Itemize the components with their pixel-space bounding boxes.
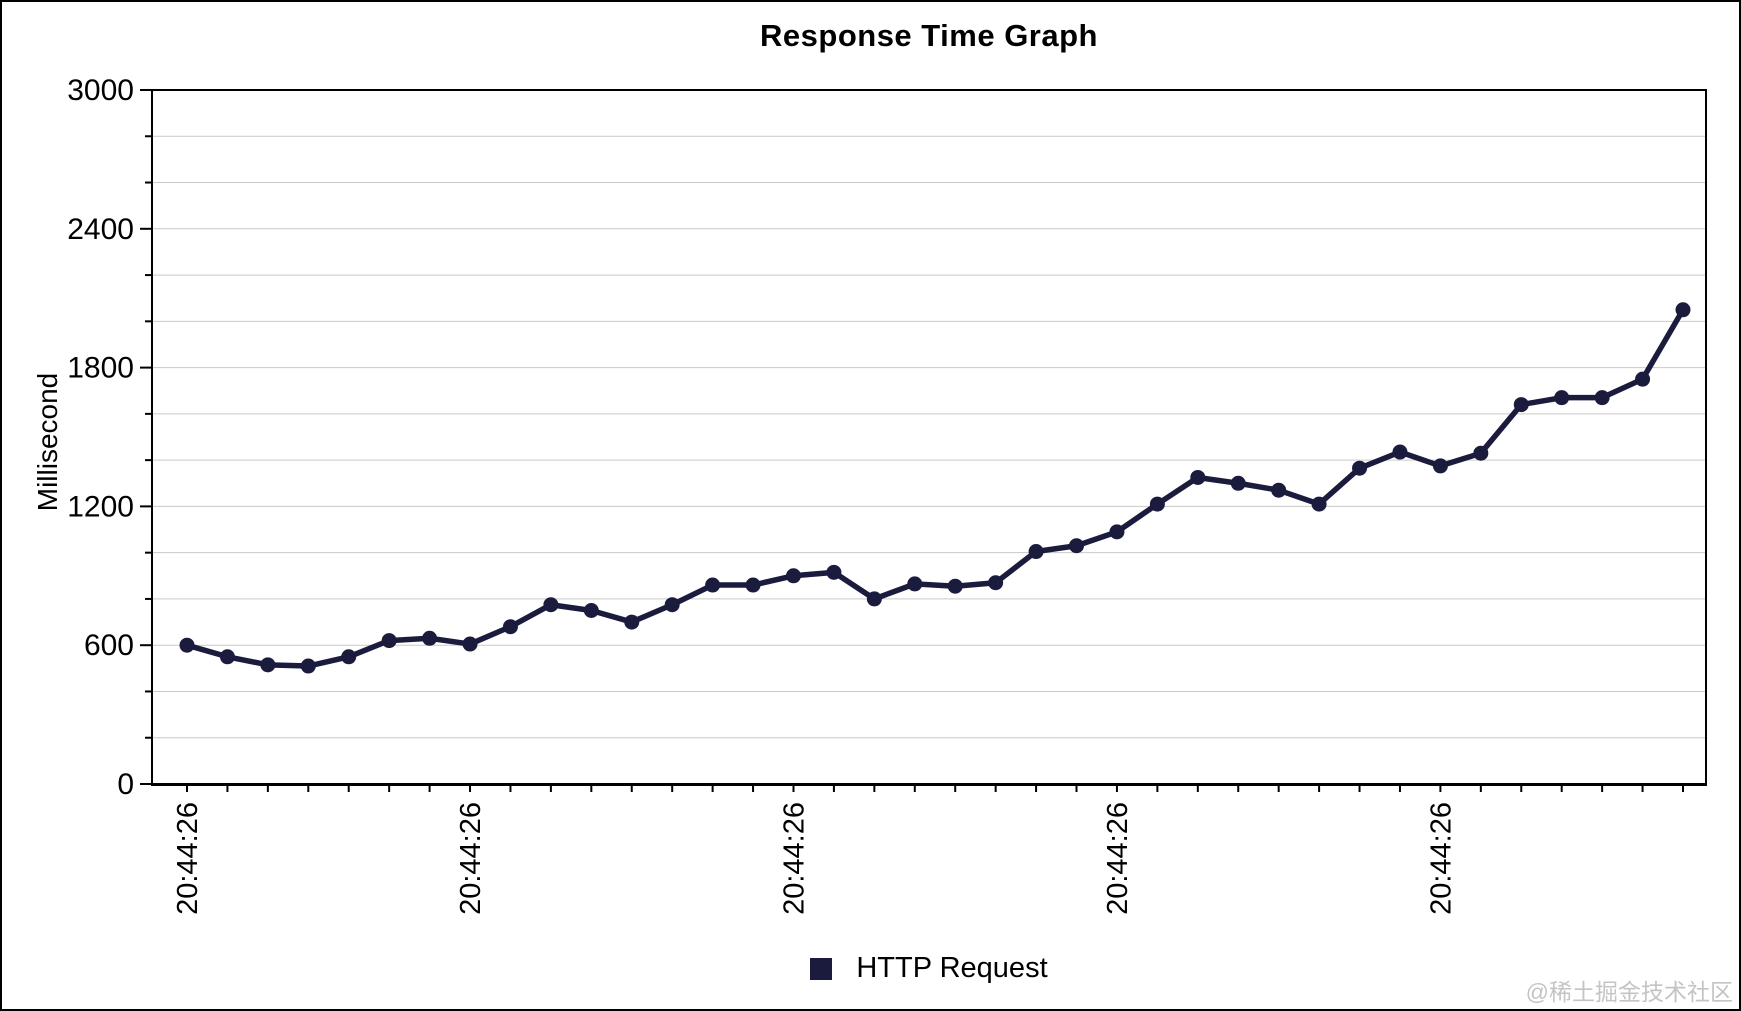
data-point — [624, 614, 640, 630]
plot-border — [151, 89, 1707, 785]
chart-title: Response Time Graph — [760, 18, 1098, 53]
data-point — [745, 577, 761, 593]
data-point — [1311, 496, 1327, 512]
watermark-text: @稀土掘金技术社区 — [1525, 979, 1733, 1005]
y-axis-tick-label: 1800 — [67, 352, 134, 385]
data-point — [1069, 538, 1085, 554]
data-point — [1352, 460, 1368, 476]
y-axis-tick-label: 0 — [117, 768, 134, 801]
data-point — [988, 575, 1004, 591]
x-axis-tick-label: 20:44:26 — [778, 802, 810, 915]
data-point — [502, 619, 518, 635]
data-point — [1594, 390, 1610, 406]
data-point — [1392, 444, 1408, 460]
legend-label: HTTP Request — [856, 952, 1048, 984]
data-point — [219, 649, 235, 665]
data-point — [1149, 496, 1165, 512]
data-point — [1513, 397, 1529, 413]
x-axis-tick-label: 20:44:26 — [172, 802, 204, 915]
data-point — [1635, 371, 1651, 387]
series-line — [184, 307, 1686, 669]
data-point — [1675, 302, 1691, 318]
x-axis-tick-label: 20:44:26 — [455, 802, 487, 915]
legend: HTTP Request — [152, 952, 1706, 985]
data-point — [1432, 458, 1448, 474]
data-point — [1473, 445, 1489, 461]
legend-marker-icon — [810, 957, 833, 980]
data-point — [907, 576, 923, 592]
data-point — [422, 630, 438, 646]
y-axis-tick-label: 3000 — [67, 74, 134, 107]
data-point — [866, 591, 882, 607]
x-axis-tick-label: 20:44:26 — [1425, 802, 1457, 915]
data-point — [705, 577, 721, 593]
data-point — [462, 636, 478, 652]
data-point — [1190, 469, 1206, 485]
data-point — [1109, 524, 1125, 540]
data-point — [341, 649, 357, 665]
data-point — [381, 633, 397, 649]
y-axis-tick-label: 2400 — [67, 213, 134, 246]
data-point — [179, 637, 195, 653]
data-point — [1271, 482, 1287, 498]
data-point — [300, 658, 316, 674]
data-point — [1554, 390, 1570, 406]
data-point — [583, 603, 599, 618]
data-point — [260, 657, 276, 673]
data-point — [947, 578, 963, 594]
x-axis-tick-label: 20:44:26 — [1102, 802, 1134, 915]
data-point — [664, 597, 680, 613]
data-point — [1028, 544, 1044, 560]
data-point — [785, 568, 801, 584]
data-point — [826, 564, 842, 580]
y-axis-tick-label: 1200 — [67, 490, 134, 523]
data-point — [543, 597, 559, 613]
y-axis-tick-label: 600 — [84, 629, 134, 662]
data-point — [1230, 475, 1246, 491]
